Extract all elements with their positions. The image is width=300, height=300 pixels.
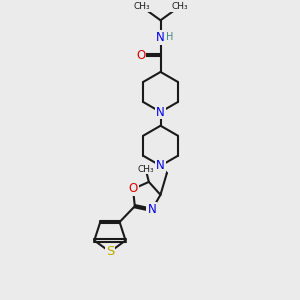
Text: N: N (156, 31, 165, 44)
Text: CH₃: CH₃ (137, 165, 154, 174)
Text: CH₃: CH₃ (133, 2, 150, 11)
Text: O: O (128, 182, 138, 196)
Text: N: N (156, 159, 165, 172)
Text: S: S (106, 245, 114, 258)
Text: O: O (136, 49, 145, 62)
Text: N: N (156, 106, 165, 118)
Text: CH₃: CH₃ (171, 2, 188, 11)
Text: N: N (147, 203, 156, 216)
Text: H: H (166, 32, 173, 42)
